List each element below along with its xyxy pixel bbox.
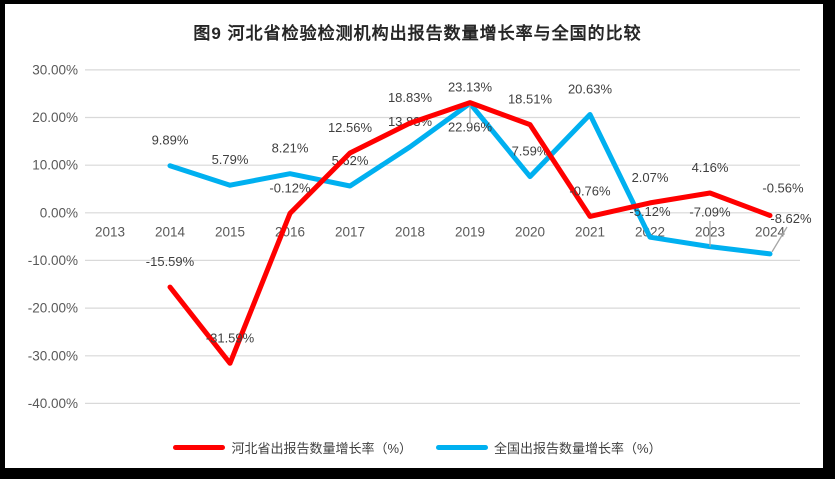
x-axis-tick-label: 2018 [395,225,425,240]
x-axis-tick-label: 2019 [455,225,485,240]
chart-title: 图9 河北省检验检测机构出报告数量增长率与全国的比较 [193,24,642,43]
x-axis-tick-label: 2024 [755,225,786,240]
image-border-right [823,0,835,479]
data-point-label: 5.79% [212,152,249,167]
x-axis-tick-label: 2013 [95,225,125,240]
image-border-top [0,0,835,4]
image-border-left [0,0,5,479]
x-axis-tick-label: 2021 [575,225,605,240]
data-point-label: 2.07% [632,170,669,185]
y-axis-tick-label: -20.00% [28,301,78,316]
x-axis-tick-label: 2017 [335,225,365,240]
x-axis-tick-label: 2015 [215,225,245,240]
hebei-line-swatch-icon [173,445,226,450]
label-leader-line [771,226,788,253]
y-axis-tick-label: -40.00% [28,396,78,411]
x-axis-tick-label: 2014 [155,225,186,240]
data-point-label: -7.09% [689,205,731,220]
data-point-label: -8.62% [770,211,812,226]
data-point-label: 9.89% [152,133,189,148]
data-point-label: 7.59% [512,144,549,159]
data-point-label: -0.56% [762,181,804,196]
y-axis-tick-label: 20.00% [32,110,78,125]
data-point-label: 22.96% [448,119,493,134]
data-point-label: -0.12% [269,180,311,195]
national-line-swatch-icon [436,445,488,450]
image-border-bottom [0,468,835,479]
legend-label-national: 全国出报告数量增长率（%） [494,441,662,456]
y-axis-tick-label: -10.00% [28,253,78,268]
legend-label-hebei: 河北省出报告数量增长率（%） [231,441,412,456]
data-point-label: -15.59% [146,254,195,269]
data-point-label: 8.21% [272,141,309,156]
data-point-label: 12.56% [328,120,373,135]
y-axis-tick-label: 10.00% [32,158,78,173]
legend-item-hebei: 河北省出报告数量增长率（%） [173,438,412,457]
chart-legend: 河北省出报告数量增长率（%） 全国出报告数量增长率（%） [0,438,835,457]
hebei-series-line [167,100,773,366]
data-point-label: -31.59% [206,330,255,345]
y-axis-tick-label: 0.00% [40,205,78,220]
data-point-label: 4.16% [692,160,729,175]
data-point-label: 18.83% [388,90,433,105]
x-axis-tick-label: 2020 [515,225,545,240]
data-point-label: 23.13% [448,80,493,95]
data-point-label: -5.12% [629,204,671,219]
data-point-label: 20.63% [568,82,613,97]
data-point-label: -0.76% [569,183,611,198]
y-axis-tick-label: 30.00% [32,62,78,77]
legend-item-national: 全国出报告数量增长率（%） [436,438,662,457]
data-point-label: 18.51% [508,92,553,107]
y-axis-tick-label: -30.00% [28,348,78,363]
